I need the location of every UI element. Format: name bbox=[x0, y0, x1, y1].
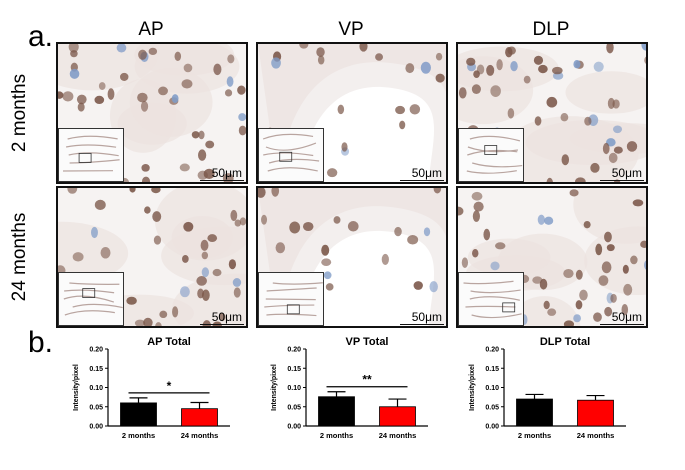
y-tick-label: 0.15 bbox=[485, 366, 499, 373]
chart-title: AP Total bbox=[147, 336, 191, 348]
y-tick-label: 0.00 bbox=[287, 424, 301, 431]
row-label-2-months: 2 months bbox=[9, 73, 30, 153]
y-tick-label: 0.05 bbox=[89, 404, 103, 411]
overview-inset bbox=[458, 272, 524, 326]
y-tick-label: 0.20 bbox=[485, 347, 499, 354]
scale-bar-label: 50μm bbox=[611, 310, 642, 324]
chart-title: VP Total bbox=[346, 336, 389, 348]
y-tick-label: 0.15 bbox=[287, 366, 301, 373]
overview-inset bbox=[258, 128, 324, 182]
overview-inset bbox=[258, 272, 324, 326]
chart-ap-total: AP Total Intensity/pixel 0.00 0.05 0.10 0.15 0… bbox=[73, 336, 230, 440]
chart-dlp-total: DLP Total Intensity/pixel 0.00 0.05 0.10 0.15… bbox=[469, 336, 626, 440]
micrograph-ap-2-months: 50μm bbox=[56, 42, 248, 184]
x-tick-label: 24 months bbox=[577, 431, 615, 440]
overview-inset bbox=[458, 128, 524, 182]
panel-label-b: b. bbox=[28, 326, 54, 359]
x-tick-label: 2 months bbox=[320, 431, 353, 440]
overview-inset bbox=[58, 272, 124, 326]
y-tick-label: 0.05 bbox=[485, 404, 499, 411]
scale-bar-label: 50μm bbox=[411, 310, 442, 324]
overview-inset bbox=[58, 128, 124, 182]
column-header-dlp: DLP bbox=[532, 19, 570, 40]
y-tick-label: 0.10 bbox=[287, 385, 301, 392]
y-axis-label: Intensity/pixel bbox=[271, 364, 278, 411]
panel-label-a: a. bbox=[28, 20, 54, 53]
scale-bar-label: 50μm bbox=[211, 166, 242, 180]
micrograph-dlp-24-months: 50μm bbox=[456, 186, 648, 328]
x-tick-label: 2 months bbox=[122, 431, 155, 440]
bar-24-months bbox=[577, 399, 614, 427]
scale-bar bbox=[400, 323, 444, 325]
bar-2-months bbox=[318, 396, 355, 427]
y-axis-label: Intensity/pixel bbox=[469, 364, 476, 411]
chart-vp-total: VP Total Intensity/pixel 0.00 0.05 0.10 0.15 0… bbox=[271, 336, 428, 440]
bar-24-months bbox=[181, 408, 218, 427]
scale-bar-label: 50μm bbox=[211, 310, 242, 324]
scale-bar-label: 50μm bbox=[411, 166, 442, 180]
row-label-24-months: 24 months bbox=[9, 212, 30, 302]
bar-2-months bbox=[516, 398, 553, 427]
scale-bar bbox=[200, 323, 244, 325]
x-tick-label: 24 months bbox=[379, 431, 417, 440]
significance-marker: * bbox=[167, 379, 172, 393]
column-header-vp: VP bbox=[338, 19, 364, 40]
x-tick-label: 2 months bbox=[518, 431, 551, 440]
y-tick-label: 0.00 bbox=[89, 424, 103, 431]
micrograph-dlp-2-months: 50μm bbox=[456, 42, 648, 184]
scale-bar bbox=[600, 323, 644, 325]
y-axis-label: Intensity/pixel bbox=[73, 364, 80, 411]
micrograph-vp-2-months: 50μm bbox=[256, 42, 448, 184]
y-tick-label: 0.10 bbox=[89, 385, 103, 392]
y-tick-label: 0.05 bbox=[287, 404, 301, 411]
micrograph-ap-24-months: 50μm bbox=[56, 186, 248, 328]
scale-bar bbox=[600, 179, 644, 181]
scale-bar-label: 50μm bbox=[611, 166, 642, 180]
y-tick-label: 0.15 bbox=[89, 366, 103, 373]
y-tick-label: 0.20 bbox=[287, 347, 301, 354]
scale-bar bbox=[400, 179, 444, 181]
y-tick-label: 0.00 bbox=[485, 424, 499, 431]
bar-2-months bbox=[120, 402, 157, 427]
chart-title: DLP Total bbox=[540, 336, 590, 348]
y-tick-label: 0.10 bbox=[485, 385, 499, 392]
micrograph-vp-24-months: 50μm bbox=[256, 186, 448, 328]
column-header-ap: AP bbox=[138, 19, 164, 40]
x-tick-label: 24 months bbox=[181, 431, 219, 440]
significance-marker: ** bbox=[362, 373, 372, 387]
scale-bar bbox=[200, 179, 244, 181]
bar-24-months bbox=[379, 406, 416, 427]
y-tick-label: 0.20 bbox=[89, 347, 103, 354]
